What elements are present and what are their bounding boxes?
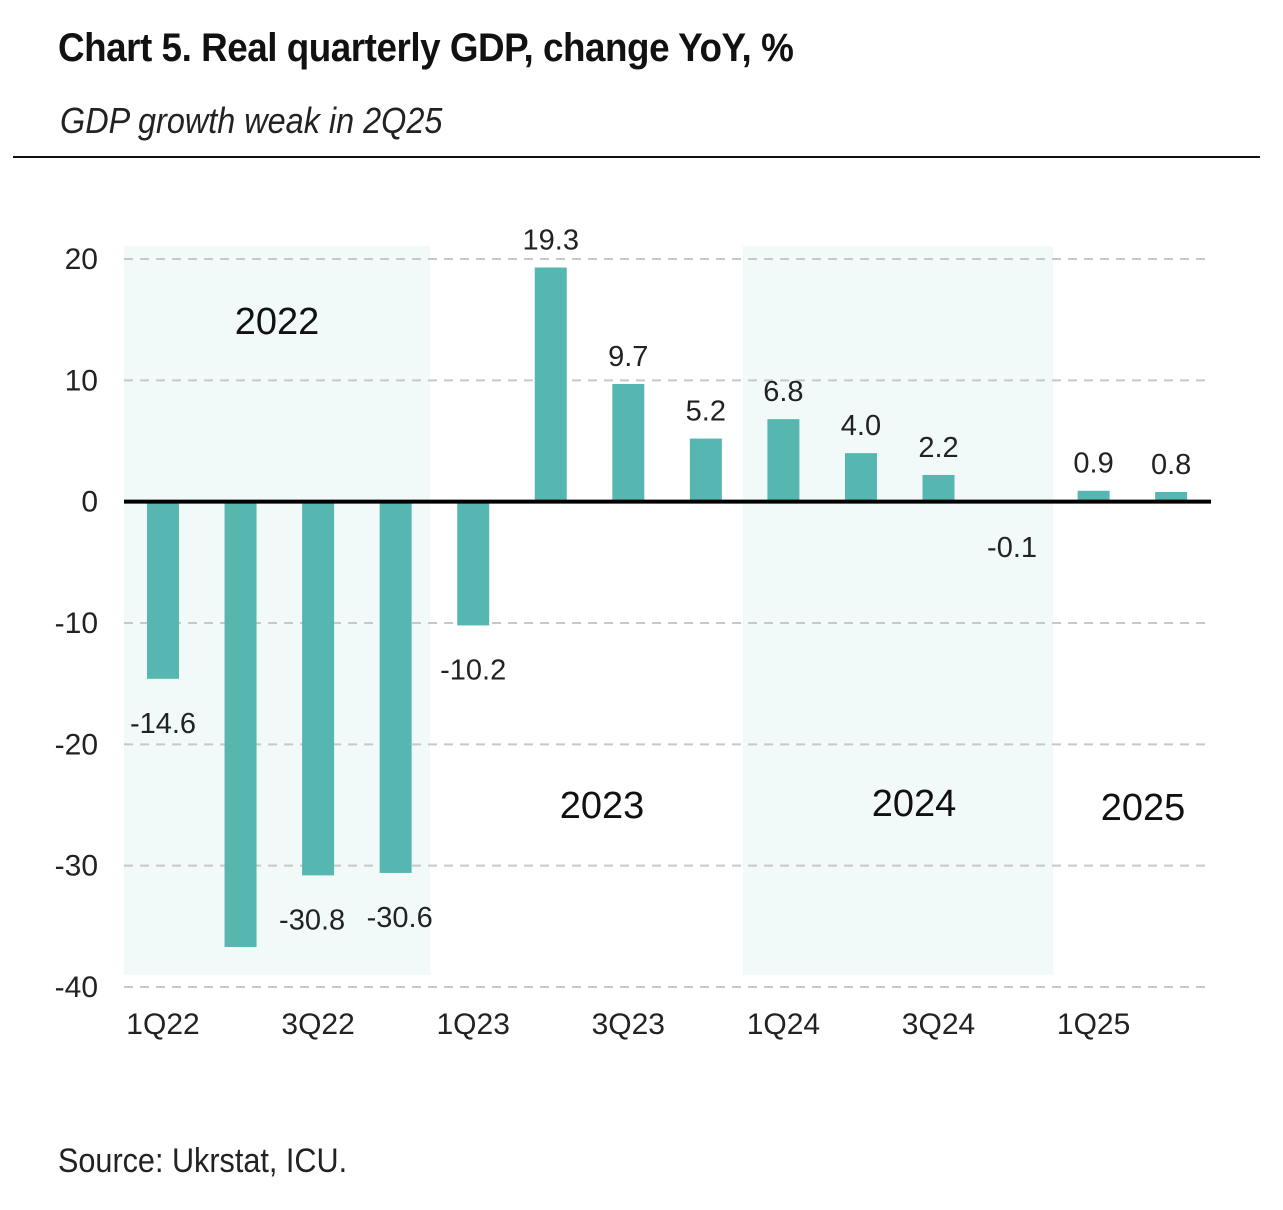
chart-title: Chart 5. Real quarterly GDP, change YoY,… — [58, 26, 794, 70]
data-label-4Q24: -0.1 — [987, 532, 1037, 564]
period-label-2024: 2024 — [872, 783, 957, 825]
x-tick-label: 3Q24 — [902, 1008, 975, 1041]
labels: 20 10 0 -10 -20 -30 -40 -14.6 -30.8 -30.6 -10.2 19.… — [55, 224, 1192, 1041]
y-tick-label: 20 — [65, 243, 98, 276]
title-divider — [13, 156, 1260, 158]
bars — [147, 267, 1188, 947]
chart-subtitle: GDP growth weak in 2Q25 — [60, 100, 443, 141]
x-tick-label: 1Q23 — [437, 1008, 510, 1041]
data-label-1Q23: -10.2 — [440, 654, 506, 686]
period-label-2022: 2022 — [235, 301, 320, 343]
y-tick-label: -40 — [55, 971, 98, 1004]
period-label-2023: 2023 — [560, 785, 645, 827]
y-tick-label: -30 — [55, 850, 98, 883]
bar-2Q23 — [534, 267, 567, 502]
y-tick-label: 10 — [65, 364, 98, 397]
data-label-2Q23: 19.3 — [523, 224, 579, 256]
data-label-1Q24: 6.8 — [763, 376, 803, 408]
x-tick-label: 3Q23 — [592, 1008, 665, 1041]
period-shading — [124, 246, 1053, 975]
bar-2Q22 — [224, 501, 257, 947]
data-label-2Q25: 0.8 — [1151, 449, 1191, 481]
y-tick-label: -20 — [55, 728, 98, 761]
source-note: Source: Ukrstat, ICU. — [58, 1142, 348, 1180]
bar-2Q24 — [844, 453, 877, 502]
x-tick-label: 1Q22 — [126, 1008, 199, 1041]
period-shade-2024 — [743, 246, 1053, 975]
x-tick-label: 1Q25 — [1057, 1008, 1130, 1041]
bar-4Q23 — [689, 438, 722, 502]
data-label-3Q24: 2.2 — [918, 432, 958, 464]
data-label-2Q24: 4.0 — [841, 410, 881, 442]
bar-1Q23 — [457, 501, 490, 626]
y-tick-label: -10 — [55, 607, 98, 640]
data-label-3Q22: -30.8 — [279, 904, 345, 936]
bar-1Q25 — [1077, 490, 1110, 502]
data-label-1Q22: -14.6 — [130, 708, 196, 740]
data-label-4Q22: -30.6 — [367, 902, 433, 934]
bar-1Q22 — [147, 501, 179, 679]
y-tick-label: 0 — [81, 486, 98, 519]
period-label-2025: 2025 — [1101, 787, 1186, 829]
x-tick-label: 3Q22 — [281, 1008, 354, 1041]
bar-1Q24 — [767, 419, 800, 502]
data-label-1Q25: 0.9 — [1073, 448, 1113, 480]
bar-2Q25 — [1155, 491, 1188, 502]
x-tick-label: 1Q24 — [747, 1008, 820, 1041]
data-label-4Q23: 5.2 — [686, 396, 726, 428]
bar-3Q23 — [612, 383, 645, 502]
bar-4Q22 — [379, 501, 412, 873]
bar-3Q24 — [922, 474, 955, 502]
bar-3Q22 — [302, 501, 335, 876]
data-label-3Q23: 9.7 — [608, 341, 648, 373]
